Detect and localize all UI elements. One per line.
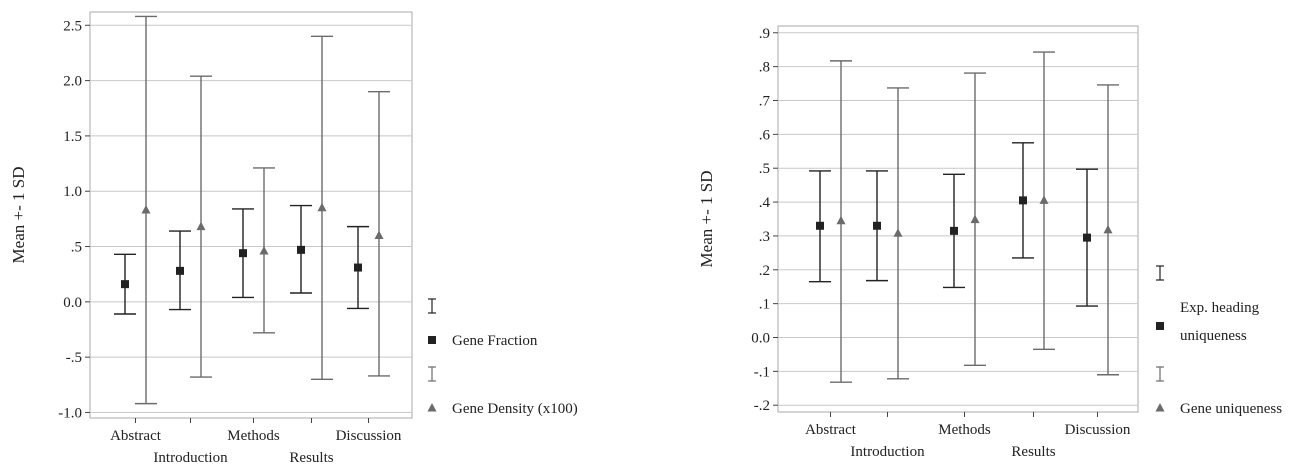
legend-square-marker [428,336,436,344]
x-category-label: Abstract [110,428,162,444]
mean-marker-square [176,266,184,275]
y-tick-label: .2 [759,263,770,279]
mean-marker-triangle [196,221,206,231]
mean-marker-square [239,249,247,258]
legend-label: Gene Fraction [452,333,538,349]
x-category-label: Abstract [805,422,857,438]
y-tick-label: -.2 [754,398,770,414]
mean-marker-triangle [970,214,980,224]
mean-marker-triangle [1103,224,1113,234]
y-tick-label: 2.0 [63,74,82,90]
y-tick-label: .1 [759,297,770,313]
x-category-label: Discussion [1065,422,1131,438]
mean-marker-square [1019,196,1027,205]
mean-marker-triangle [141,205,151,214]
y-tick-label: .3 [759,229,770,245]
y-tick-label: 0.0 [63,295,82,311]
mean-marker-square [1083,233,1091,242]
y-axis-label: Mean +- 1 SD [9,167,28,264]
mean-marker-triangle [317,202,327,212]
mean-marker-square [297,245,305,254]
mean-marker-square [121,280,129,289]
mean-marker-square [354,263,362,272]
plot-frame [777,25,1139,413]
series-triangle [830,51,1119,383]
mean-marker-square [950,226,958,235]
x-category-label: Methods [227,428,280,444]
x-category-label: Introduction [850,444,925,460]
mean-marker-triangle [836,215,846,225]
y-tick-label: .8 [759,60,770,76]
x-category-label: Introduction [153,450,228,466]
legend-label: uniqueness [1180,328,1247,344]
series-square [809,142,1098,307]
legend-triangle-marker [1155,403,1165,412]
x-category-label: Results [289,450,333,466]
legend-label: Gene uniqueness [1180,401,1282,417]
series-square [114,204,369,315]
y-tick-label: -1.0 [58,405,82,421]
mean-marker-triangle [1039,195,1049,204]
mean-marker-triangle [259,245,269,255]
y-tick-label: .4 [759,195,771,211]
chart-1: -1.0 -.5 0.0 .5 1.0 1.5 2.0 2.5 Mean +- 1 SD Abst… [9,11,578,466]
y-tick-label: 1.5 [63,129,82,145]
y-tick-label: -.1 [754,364,770,380]
mean-marker-triangle [374,230,384,239]
x-category-label: Methods [938,422,991,438]
y-tick-label: 0.0 [751,331,770,347]
legend: Exp. heading uniqueness Gene uniqueness [1155,265,1282,417]
x-category-label: Results [1011,444,1055,460]
x-category-label: Discussion [336,428,402,444]
legend: Gene Fraction Gene Density (x100) [427,298,578,417]
legend-label: Exp. heading [1180,300,1260,316]
mean-marker-square [816,221,824,230]
y-tick-label: .9 [759,26,770,42]
mean-marker-square [873,221,881,230]
legend-square-marker [1156,322,1164,330]
y-tick-label: 1.0 [63,184,82,200]
y-tick-label: .7 [759,93,771,109]
y-tick-label: 2.5 [63,18,82,34]
legend-label: Gene Density (x100) [452,401,578,417]
chart-2: -.2 -.1 0.0 .1 .2 .3 .4 .5 .6 .7 .8 .9 Mean +- 1 SD A… [697,25,1282,460]
series-triangle [135,15,390,405]
y-tick-label: .6 [759,127,771,143]
y-tick-label: .5 [71,240,82,256]
legend-triangle-marker [427,403,437,412]
y-axis-label: Mean +- 1 SD [697,171,716,268]
plot-frame [89,11,413,419]
y-tick-label: .5 [759,161,770,177]
mean-marker-triangle [893,228,903,237]
y-tick-label: -.5 [66,350,82,366]
